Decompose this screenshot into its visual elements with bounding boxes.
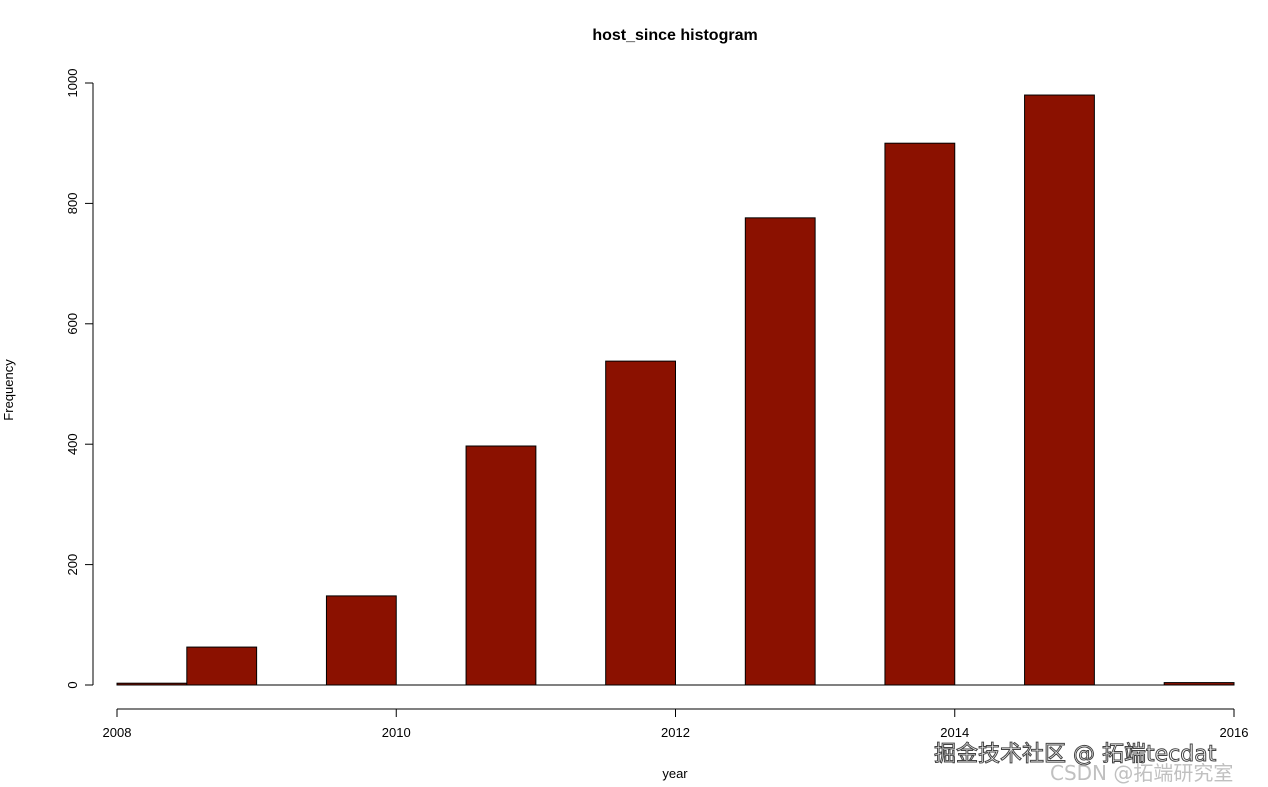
histogram-bar-3 [325, 595, 397, 686]
y-tick-label-2: 400 [65, 433, 80, 455]
y-tick-label-1: 200 [65, 554, 80, 576]
watermark-line1: 掘金技术社区 @ 拓端tecdat [933, 742, 1217, 768]
y-tick-label-0: 0 [65, 681, 80, 688]
x-tick-label-2: 2012 [661, 725, 690, 740]
x-tick-label-0: 2008 [103, 725, 132, 740]
histogram-bar-5 [465, 445, 537, 686]
histogram-bar-9 [744, 217, 816, 686]
histogram-bar-11 [884, 142, 956, 686]
x-axis-label: year [662, 766, 688, 781]
y-tick-label-3: 600 [65, 313, 80, 335]
y-axis-label: Frequency [1, 359, 16, 421]
histogram-bar-1 [186, 646, 258, 686]
x-tick-label-4: 2016 [1220, 725, 1249, 740]
y-tick-label-5: 1000 [65, 69, 80, 98]
x-tick-label-3: 2014 [940, 725, 969, 740]
histogram-bar-13 [1024, 94, 1095, 686]
chart-title: host_since histogram [592, 27, 757, 44]
y-tick-label-4: 800 [65, 193, 80, 215]
x-tick-label-1: 2010 [382, 725, 411, 740]
histogram-bar-7 [605, 360, 676, 686]
watermark-line2: CSDN @拓端研究室 [1050, 761, 1234, 785]
